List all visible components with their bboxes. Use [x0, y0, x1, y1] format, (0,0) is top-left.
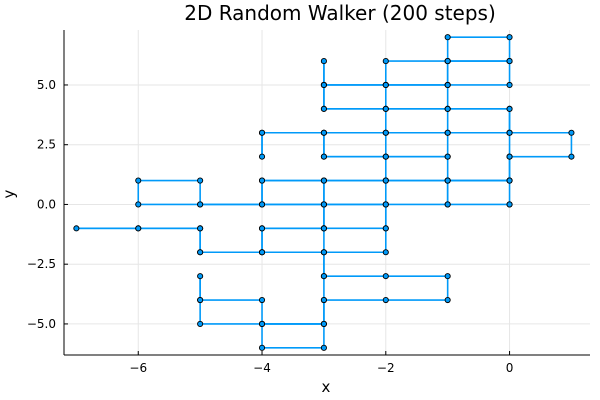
grid	[64, 30, 590, 355]
walk-point	[320, 105, 327, 112]
walk-point	[320, 81, 327, 89]
walk-point	[506, 81, 513, 89]
walk-point	[506, 129, 513, 136]
walk-point	[382, 201, 389, 208]
walk-point	[258, 153, 266, 160]
walk-point	[320, 201, 327, 208]
walk-point	[197, 177, 204, 184]
y-axis-label: y	[0, 189, 18, 198]
x-axis-label: x	[322, 378, 331, 396]
walk-point	[258, 129, 266, 136]
walk-point	[506, 177, 513, 184]
walk-point	[568, 153, 575, 160]
walk-point	[135, 201, 142, 208]
walk-point	[320, 58, 327, 65]
y-tick-label: −5.0	[27, 317, 56, 331]
walk-point	[320, 344, 327, 351]
walk-point	[382, 105, 389, 112]
y-tick-label: 0.0	[37, 197, 56, 211]
walk-point	[382, 153, 389, 160]
walk-point	[444, 105, 451, 112]
walk-point	[258, 296, 266, 304]
chart-title: 2D Random Walker (200 steps)	[184, 1, 496, 25]
walk-point	[197, 225, 204, 232]
y-tick-label: −2.5	[27, 257, 56, 271]
walk-point	[382, 81, 389, 89]
y-tick-label: 2.5	[37, 138, 56, 152]
walk-point	[444, 81, 451, 89]
x-tick-label: −4	[253, 361, 271, 375]
walk-point	[258, 320, 266, 327]
walk-point	[320, 296, 327, 304]
walk-point	[382, 58, 389, 65]
walk-point	[506, 105, 513, 112]
walk-point	[135, 225, 142, 232]
walk-point	[506, 34, 513, 41]
axes: −6 −4 −2 0 −5.0 −2.5 0.0 2.5 5.0	[27, 30, 590, 375]
walk-point	[382, 177, 389, 184]
walk-point	[382, 249, 389, 256]
walk-point	[320, 249, 327, 256]
walk-point	[382, 225, 389, 232]
walk-point	[197, 296, 204, 304]
walk-point	[197, 201, 204, 208]
walk-point	[320, 320, 327, 327]
series-markers	[73, 34, 575, 351]
walk-point	[320, 225, 327, 232]
y-tick-label: 5.0	[37, 78, 56, 92]
walk-point	[382, 129, 389, 136]
walk-point	[382, 273, 389, 280]
x-tick-label: −2	[377, 361, 395, 375]
walk-point	[320, 273, 327, 280]
x-tick-label: 0	[506, 361, 514, 375]
walk-point	[197, 320, 204, 327]
walk-point	[444, 153, 451, 160]
walk-point	[444, 177, 451, 184]
walk-point	[444, 34, 451, 41]
walk-point	[258, 201, 266, 208]
walk-point	[382, 296, 389, 304]
walk-point	[506, 58, 513, 65]
walk-point	[135, 177, 142, 184]
walk-point	[444, 129, 451, 136]
walk-point	[197, 249, 204, 256]
walk-point	[444, 296, 451, 304]
walk-point	[73, 225, 80, 232]
walk-point	[258, 344, 266, 351]
walk-point	[258, 249, 266, 256]
walk-point	[258, 225, 266, 232]
walk-point	[444, 201, 451, 208]
walk-point	[444, 58, 451, 65]
walk-point	[444, 273, 451, 280]
series-lines	[75, 36, 573, 349]
walk-point	[506, 201, 513, 208]
walk-point	[258, 177, 266, 184]
walk-point	[320, 129, 327, 136]
walk-point	[320, 153, 327, 160]
walk-point	[197, 273, 204, 280]
walk-point	[568, 129, 575, 136]
x-tick-label: −6	[129, 361, 147, 375]
walk-point	[506, 153, 513, 160]
walk-point	[320, 177, 327, 184]
